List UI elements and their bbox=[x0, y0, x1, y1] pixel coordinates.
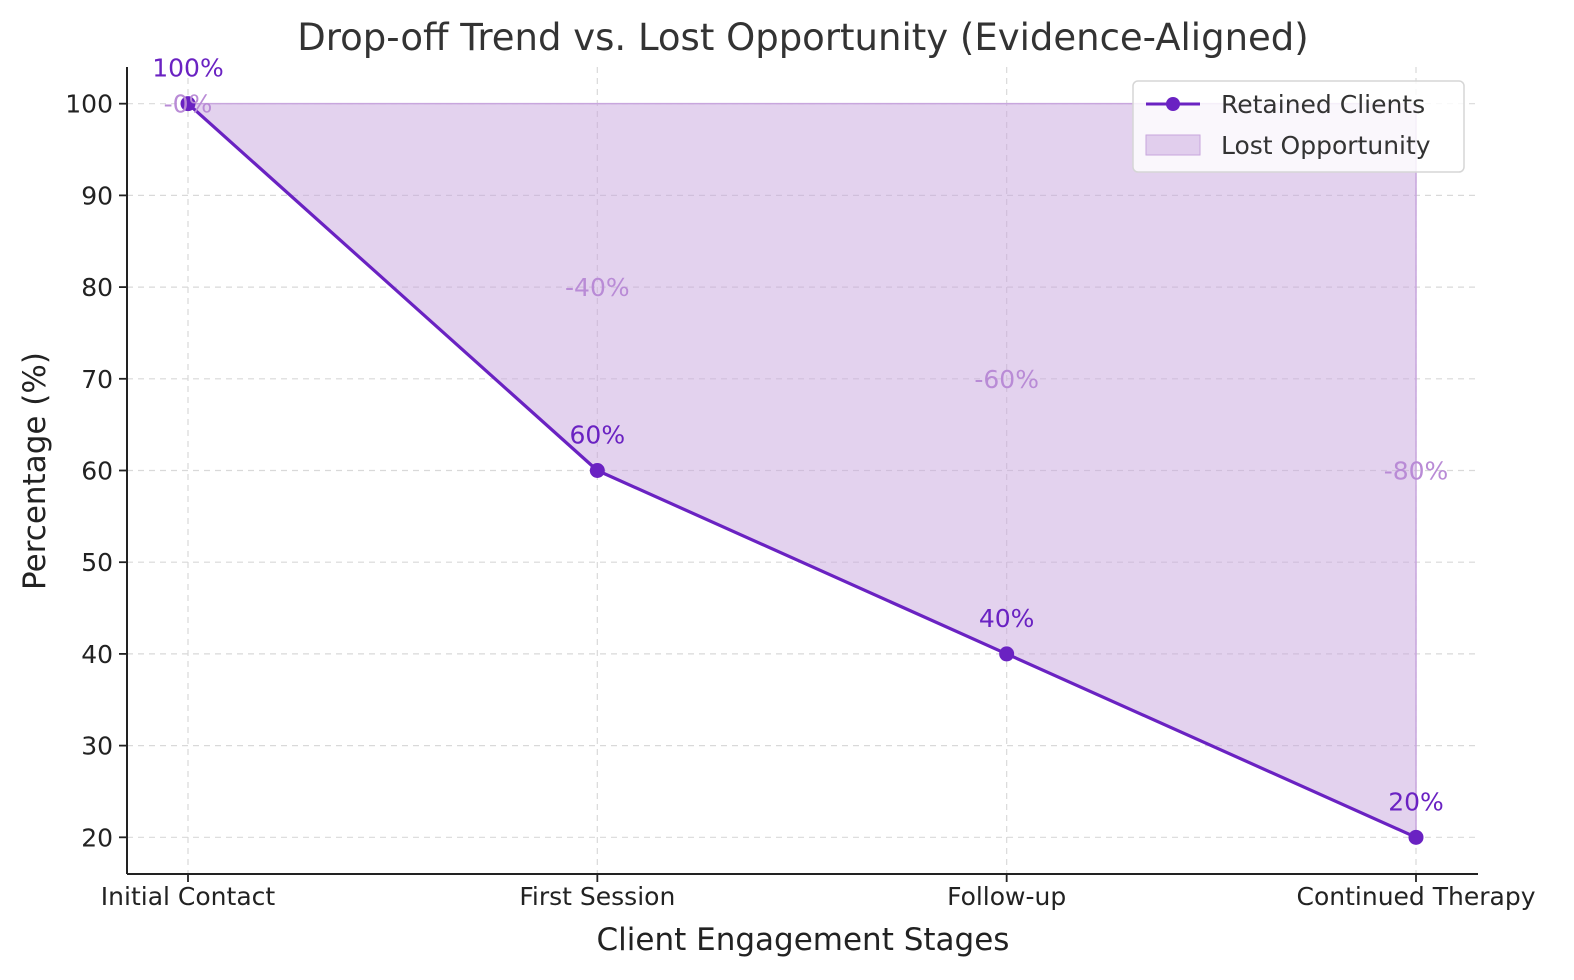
legend-box bbox=[1132, 80, 1465, 173]
y-tick-label-20: 20 bbox=[81, 823, 113, 852]
legend-label-lost-opportunity: Lost Opportunity bbox=[1221, 131, 1431, 160]
legend-area-swatch bbox=[1145, 134, 1201, 156]
x-tick-label-3: Continued Therapy bbox=[1297, 882, 1536, 911]
legend: Retained Clients Lost Opportunity bbox=[1132, 80, 1465, 173]
y-tick-label-70: 70 bbox=[81, 365, 113, 394]
legend-marker-swatch bbox=[1166, 97, 1180, 111]
y-tick-label-50: 50 bbox=[81, 548, 113, 577]
tick-labels: 20 30 40 50 60 70 80 90 100 Initial Contact First … bbox=[65, 90, 1535, 911]
x-tick-label-0: Initial Contact bbox=[101, 882, 276, 911]
retained-value-label-1: 60% bbox=[570, 421, 626, 450]
retained-point-3 bbox=[1408, 829, 1424, 845]
lost-value-label-3: -80% bbox=[1384, 457, 1449, 486]
data-labels: 100% 60% 40% 20% -0% -40% -60% -80% bbox=[152, 54, 1448, 817]
y-tick-label-80: 80 bbox=[81, 273, 113, 302]
retained-point-2 bbox=[999, 646, 1015, 662]
y-tick-label-30: 30 bbox=[81, 732, 113, 761]
chart-title: Drop-off Trend vs. Lost Opportunity (Evi… bbox=[297, 16, 1308, 59]
y-axis-label: Percentage (%) bbox=[17, 352, 53, 590]
y-tick-label-100: 100 bbox=[65, 90, 113, 119]
axes bbox=[119, 67, 1478, 882]
retained-value-label-0: 100% bbox=[152, 54, 223, 83]
retained-point-0 bbox=[180, 96, 196, 112]
x-tick-label-1: First Session bbox=[519, 882, 675, 911]
y-tick-label-90: 90 bbox=[81, 181, 113, 210]
legend-label-retained-clients: Retained Clients bbox=[1221, 90, 1425, 119]
y-tick-label-60: 60 bbox=[81, 457, 113, 486]
retained-value-label-2: 40% bbox=[979, 604, 1035, 633]
x-axis-label: Client Engagement Stages bbox=[597, 922, 1010, 958]
y-tick-label-40: 40 bbox=[81, 640, 113, 669]
retained-value-label-3: 20% bbox=[1388, 787, 1444, 816]
lost-value-label-2: -60% bbox=[974, 365, 1039, 394]
x-tick-label-2: Follow-up bbox=[947, 882, 1066, 911]
retained-clients-polyline bbox=[186, 102, 1417, 839]
lost-value-label-1: -40% bbox=[565, 273, 630, 302]
retained-point-1 bbox=[589, 463, 605, 478]
retained-clients-line bbox=[180, 96, 1424, 845]
lost-value-label-0: -0% bbox=[164, 90, 213, 119]
